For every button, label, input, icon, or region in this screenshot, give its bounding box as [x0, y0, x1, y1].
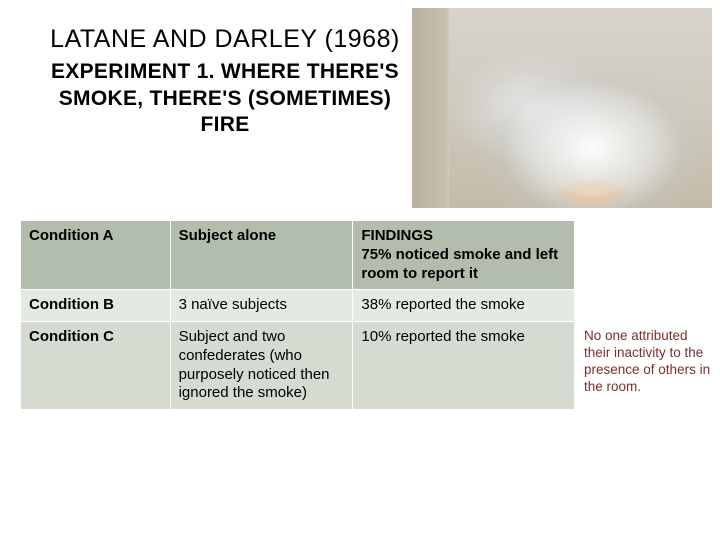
- table-row: Condition B 3 naïve subjects 38% reporte…: [21, 290, 575, 322]
- title-block: LATANE AND DARLEY (1968) EXPERIMENT 1. W…: [40, 18, 410, 144]
- cell-findings: FINDINGS 75% noticed smoke and left room…: [353, 221, 575, 290]
- cell-condition: Condition A: [21, 221, 171, 290]
- cell-subject: Subject and two confederates (who purpos…: [170, 322, 353, 410]
- sidenote: No one attributed their inactivity to th…: [584, 328, 712, 396]
- table-row: Condition A Subject alone FINDINGS 75% n…: [21, 221, 575, 290]
- cell-condition: Condition C: [21, 322, 171, 410]
- cell-findings: 10% reported the smoke: [353, 322, 575, 410]
- table-row: Condition C Subject and two confederates…: [21, 322, 575, 410]
- cell-condition: Condition B: [21, 290, 171, 322]
- findings-label: FINDINGS: [361, 227, 566, 246]
- title-main: LATANE AND DARLEY (1968): [44, 24, 406, 55]
- background-smoke-image: [412, 8, 712, 208]
- experiment-table: Condition A Subject alone FINDINGS 75% n…: [20, 220, 575, 410]
- cell-findings: 38% reported the smoke: [353, 290, 575, 322]
- findings-text: 75% noticed smoke and left room to repor…: [361, 246, 558, 282]
- title-sub: EXPERIMENT 1. WHERE THERE'S SMOKE, THERE…: [44, 59, 406, 138]
- cell-subject: 3 naïve subjects: [170, 290, 353, 322]
- cell-subject: Subject alone: [170, 221, 353, 290]
